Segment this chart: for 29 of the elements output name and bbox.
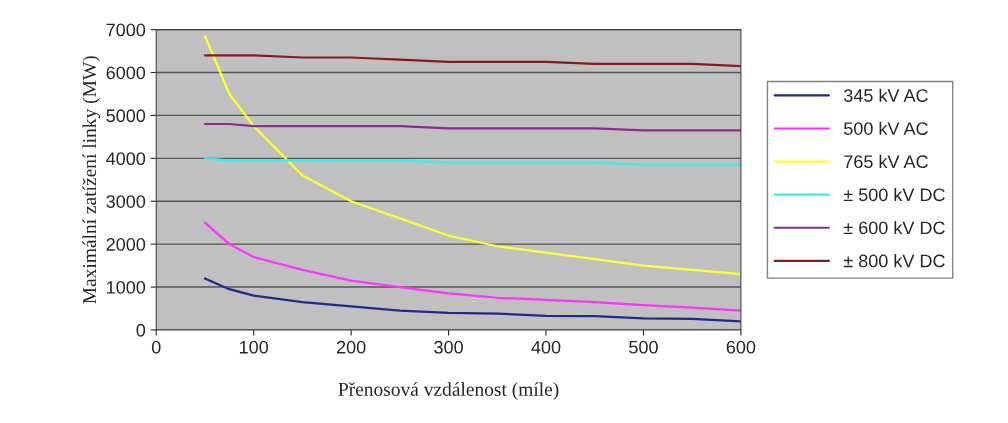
y-tick-label: 6000: [106, 66, 146, 80]
line-series: [203, 34, 741, 276]
y-tick-label: 0: [136, 323, 146, 337]
x-tick-label: 100: [240, 340, 269, 354]
line-series: [203, 54, 741, 68]
legend-label: ± 500 kV DC: [843, 187, 945, 202]
x-tick-label: 0: [151, 340, 161, 354]
y-tick-label: 1000: [107, 280, 146, 294]
line-series: [203, 221, 741, 312]
y-tick-label: 3000: [106, 195, 146, 208]
legend-label: 765 kV AC: [844, 154, 928, 169]
line-series: [203, 122, 741, 132]
legend-label: 500 kV AC: [844, 121, 928, 135]
x-tick-label: 400: [531, 340, 561, 354]
x-axis-title: Přenosová vzdálenost (míle): [338, 382, 559, 400]
y-tick-label: 2000: [106, 238, 146, 251]
y-tick-label: 5000: [106, 109, 146, 123]
legend-label: ± 600 kV DC: [843, 220, 945, 235]
x-tick-label: 200: [336, 340, 366, 354]
y-tick-label: 4000: [106, 152, 146, 166]
legend-label: 345 kV AC: [843, 88, 928, 102]
line-series: [203, 157, 741, 166]
x-tick-label: 300: [434, 340, 463, 354]
y-tick-label: 7000: [106, 23, 146, 37]
x-tick-label: 500: [629, 340, 658, 354]
legend-label: ± 800 kV DC: [843, 254, 945, 268]
x-tick-label: 600: [726, 340, 756, 354]
y-axis-title: Maximální zatížení linky (MW): [82, 56, 101, 304]
line-series: [203, 277, 741, 323]
